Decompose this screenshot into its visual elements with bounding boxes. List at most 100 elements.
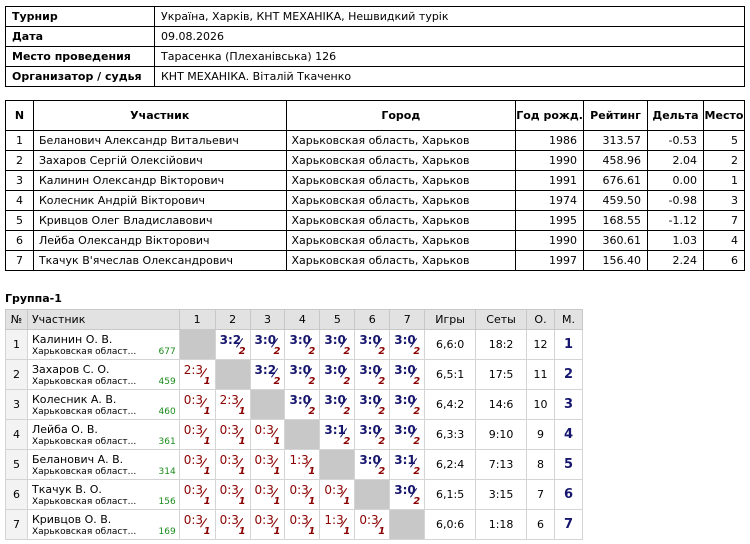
col-place-header: Место bbox=[702, 100, 746, 131]
group-place: 6 bbox=[553, 479, 584, 510]
player-city: Харьковская област... bbox=[31, 406, 137, 417]
player-rating: 361 bbox=[158, 437, 176, 447]
group-number-header: № bbox=[5, 309, 28, 330]
col-birth-year-header: Год рожд. bbox=[515, 100, 585, 131]
group-games: 6,4:2 bbox=[424, 389, 477, 420]
match-points: 2 bbox=[238, 346, 246, 357]
group-games: 6,3:3 bbox=[424, 419, 477, 450]
info-value: КНТ МЕХАНІКА. Віталій Ткаченко bbox=[154, 66, 745, 87]
group-row-number: 7 bbox=[5, 509, 28, 540]
sets-header: Сеты bbox=[475, 309, 528, 330]
participant-rating: 156.40 bbox=[583, 250, 648, 271]
match-score: 0:3 bbox=[219, 453, 239, 467]
match-score: 3:1 bbox=[324, 423, 346, 437]
participant-row: 4 Колесник Андрій Вікторович Харьковская о… bbox=[5, 190, 746, 211]
match-result-cell: 0:3 1 bbox=[284, 509, 321, 540]
match-points: 1 bbox=[238, 526, 246, 537]
match-result-cell: 0:3 1 bbox=[284, 479, 321, 510]
group-place: 7 bbox=[553, 509, 584, 540]
player-name: Ткачук В. О. bbox=[31, 482, 102, 496]
participant-delta: 0.00 bbox=[646, 170, 704, 191]
group-row: 5 Беланович А. В. Харьковская област... 314… bbox=[5, 449, 584, 480]
match-result-cell: 3:0 2 bbox=[354, 419, 391, 450]
participant-name: Захаров Сергій Олексійович bbox=[32, 150, 287, 171]
player-rating: 314 bbox=[158, 467, 176, 477]
info-value: Тарасенка (Плеханівська) 126 bbox=[154, 46, 745, 67]
match-points: 2 bbox=[343, 346, 351, 357]
player-rating: 156 bbox=[158, 497, 176, 507]
player-rating: 459 bbox=[158, 377, 176, 387]
player-city: Харьковская област... bbox=[31, 466, 137, 477]
match-score: 0:3 bbox=[254, 453, 274, 467]
match-score: 3:0 bbox=[359, 453, 381, 467]
participant-delta: 2.04 bbox=[646, 150, 704, 171]
match-points: 2 bbox=[343, 376, 351, 387]
group-row: 1 Калинин О. В. Харьковская област... 677 3:… bbox=[5, 329, 584, 360]
group-place: 4 bbox=[553, 419, 584, 450]
match-points: 2 bbox=[378, 406, 386, 417]
self-match-cell bbox=[284, 419, 321, 450]
match-result-cell: 0:3 1 bbox=[214, 449, 251, 480]
group-player-cell: Захаров С. О. Харьковская област... 459 bbox=[26, 359, 180, 390]
match-score: 3:0 bbox=[359, 363, 381, 377]
match-score: 3:0 bbox=[394, 423, 416, 437]
participant-name: Лейба Олександр Вікторович bbox=[32, 230, 287, 251]
group-player-cell: Кривцов О. В. Харьковская област... 169 bbox=[26, 509, 180, 540]
participant-place: 3 bbox=[702, 190, 746, 211]
match-result-cell: 3:0 2 bbox=[319, 389, 356, 420]
match-points: 2 bbox=[378, 436, 386, 447]
info-row: Место проведения Тарасенка (Плеханівська)… bbox=[5, 46, 745, 67]
participant-birth-year: 1995 bbox=[515, 210, 585, 231]
participant-birth-year: 1997 bbox=[515, 250, 585, 271]
match-result-cell: 0:3 1 bbox=[249, 449, 286, 480]
participant-number: 1 bbox=[5, 130, 34, 151]
player-rating: 169 bbox=[158, 527, 176, 537]
match-score: 3:0 bbox=[324, 393, 346, 407]
col-delta-header: Дельта bbox=[646, 100, 704, 131]
match-result-cell: 1:3 1 bbox=[319, 509, 356, 540]
group-games: 6,2:4 bbox=[424, 449, 477, 480]
group-row-number: 5 bbox=[5, 449, 28, 480]
participant-place: 5 bbox=[702, 130, 746, 151]
match-points: 1 bbox=[343, 496, 351, 507]
match-points: 1 bbox=[273, 466, 281, 477]
self-match-cell bbox=[249, 389, 286, 420]
participant-birth-year: 1986 bbox=[515, 130, 585, 151]
match-points: 2 bbox=[273, 376, 281, 387]
player-city: Харьковская област... bbox=[31, 346, 137, 357]
group-place: 1 bbox=[553, 329, 584, 360]
match-result-cell: 0:3 1 bbox=[178, 389, 216, 420]
match-points: 1 bbox=[308, 526, 316, 537]
player-rating: 677 bbox=[158, 347, 176, 357]
participant-row: 6 Лейба Олександр Вікторович Харьковская о… bbox=[5, 230, 746, 251]
player-city: Харьковская област... bbox=[31, 496, 137, 507]
opponent-col-header: 4 bbox=[284, 309, 321, 330]
match-points: 2 bbox=[378, 466, 386, 477]
participant-rating: 676.61 bbox=[583, 170, 648, 191]
match-points: 1 bbox=[203, 376, 211, 387]
info-label: Турнир bbox=[5, 6, 155, 27]
info-label: Место проведения bbox=[5, 46, 155, 67]
match-points: 2 bbox=[308, 376, 316, 387]
participant-delta: -0.53 bbox=[646, 130, 704, 151]
match-points: 1 bbox=[273, 526, 281, 537]
match-result-cell: 0:3 1 bbox=[319, 479, 356, 510]
match-score: 0:3 bbox=[183, 423, 204, 437]
participant-place: 6 bbox=[702, 250, 746, 271]
participant-number: 6 bbox=[5, 230, 34, 251]
group-player-cell: Колесник А. В. Харьковская област... 460 bbox=[26, 389, 180, 420]
match-result-cell: 3:2 2 bbox=[249, 359, 286, 390]
match-score: 3:1 bbox=[394, 453, 416, 467]
group-points: 10 bbox=[526, 389, 555, 420]
participant-delta: -0.98 bbox=[646, 190, 704, 211]
participant-row: 7 Ткачук В'ячеслав Олександрович Харьковск… bbox=[5, 250, 746, 271]
match-score: 0:3 bbox=[254, 513, 274, 527]
match-result-cell: 3:1 2 bbox=[389, 449, 426, 480]
match-score: 3:0 bbox=[324, 333, 346, 347]
participant-birth-year: 1974 bbox=[515, 190, 585, 211]
participant-number: 7 bbox=[5, 250, 34, 271]
match-points: 2 bbox=[308, 406, 316, 417]
participant-birth-year: 1991 bbox=[515, 170, 585, 191]
match-score: 3:0 bbox=[394, 363, 416, 377]
match-points: 2 bbox=[413, 496, 421, 507]
